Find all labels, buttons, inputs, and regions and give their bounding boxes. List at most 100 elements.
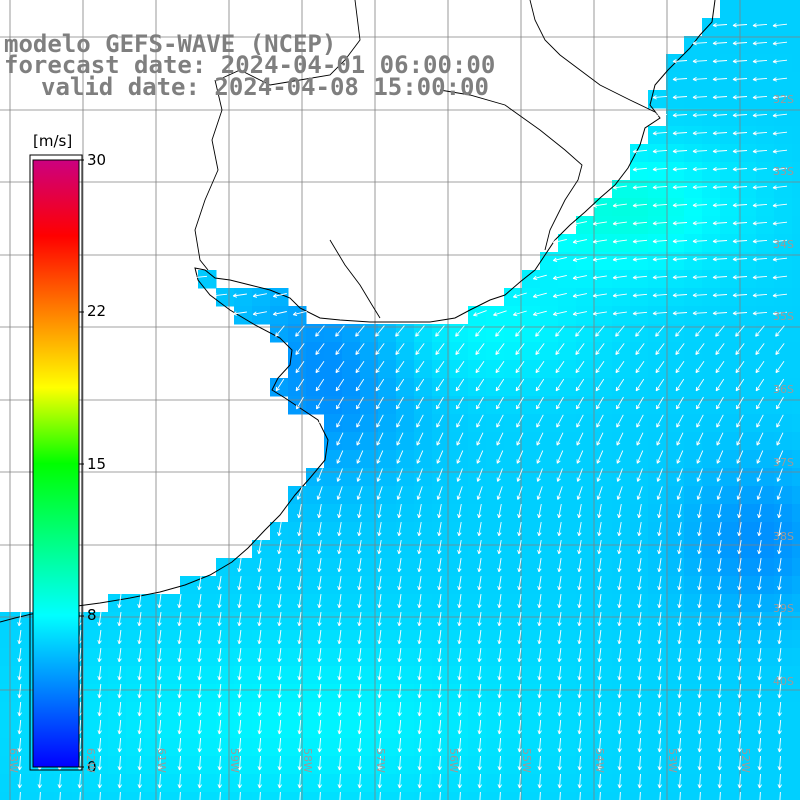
wind-cell [594,252,613,271]
wind-arrow [397,522,402,537]
wind-arrow [457,683,462,699]
wind-cell [630,216,649,235]
wind-cell [648,144,667,163]
wind-cell [684,504,703,523]
wind-arrow [717,665,722,681]
wind-arrow [676,450,684,464]
wind-arrow [556,396,564,410]
wind-cell [738,450,757,469]
wind-cell [378,774,397,793]
wind-cell [648,378,667,397]
wind-arrow [679,791,681,800]
wind-cell [738,378,757,397]
wind-arrow [435,325,445,337]
wind-cell [702,558,721,577]
wind-arrow [697,683,702,699]
wind-cell [504,594,523,613]
colorbar-units: [m/s] [33,132,73,150]
wind-cell [720,198,739,217]
wind-arrow [177,594,182,609]
wind-cell [720,702,739,721]
wind-arrow [756,468,763,482]
wind-cell [288,594,307,613]
wind-cell [252,738,271,757]
wind-cell [360,468,379,487]
wind-arrow [477,504,482,519]
wind-cell [720,378,739,397]
wind-cell [180,612,199,631]
wind-cell [576,216,595,235]
wind-cell [252,720,271,739]
wind-cell [558,468,577,487]
wind-cell [270,738,289,757]
wind-arrow [316,468,323,482]
wind-arrow [712,293,728,298]
wind-arrow [456,396,464,410]
lat-label: 37S [773,456,794,469]
wind-arrow [297,558,302,573]
wind-arrow [615,325,625,337]
wind-arrow [672,131,688,136]
wind-cell [702,162,721,181]
wind-cell [720,90,739,109]
wind-arrow [656,396,664,410]
wind-arrow [615,378,625,392]
wind-cell [342,468,361,487]
wind-arrow [117,665,122,681]
wind-cell [774,576,793,595]
wind-arrow [337,773,342,789]
wind-cell [702,612,721,631]
wind-arrow [97,630,102,645]
wind-arrow [717,719,722,735]
wind-arrow [237,648,242,663]
wind-arrow [496,414,504,428]
wind-cell [396,684,415,703]
wind-cell [558,252,577,271]
wind-arrow [537,594,542,609]
wind-arrow [715,325,725,337]
wind-arrow [636,414,644,428]
wind-arrow [772,185,788,190]
wind-cell [720,684,739,703]
wind-arrow [737,665,742,681]
wind-cell [162,720,181,739]
wind-cell [468,612,487,631]
wind-cell [594,360,613,379]
wind-cell [180,576,199,595]
wind-arrow [652,239,668,244]
wind-cell [684,414,703,433]
wind-arrow [356,414,364,428]
wind-arrow [416,432,424,446]
colorbar-gradient [32,159,80,768]
wind-arrow [772,95,788,100]
wind-arrow [357,755,362,771]
wind-arrow [596,450,604,464]
wind-cell [594,684,613,703]
wind-arrow [157,773,162,789]
wind-cell [720,162,739,181]
wind-arrow [336,450,344,464]
wind-cell [738,558,757,577]
wind-arrow [217,755,222,771]
wind-cell [612,234,631,253]
wind-cell [270,756,289,775]
wind-cell [702,144,721,163]
wind-cell [216,666,235,685]
wind-cell [702,126,721,145]
wind-arrow [232,293,247,298]
wind-cell [378,504,397,523]
wind-cell [342,576,361,595]
wind-arrow [732,185,748,190]
wind-arrow [456,414,464,428]
wind-arrow [677,648,682,663]
wind-arrow [417,773,422,789]
wind-arrow [415,343,425,356]
wind-cell [594,396,613,415]
wind-cell [468,396,487,415]
wind-cell [666,306,685,325]
wind-cell [360,666,379,685]
lat-label: 39S [773,602,794,615]
wind-cell [756,792,775,800]
wind-cell [630,648,649,667]
wind-arrow [137,755,142,771]
